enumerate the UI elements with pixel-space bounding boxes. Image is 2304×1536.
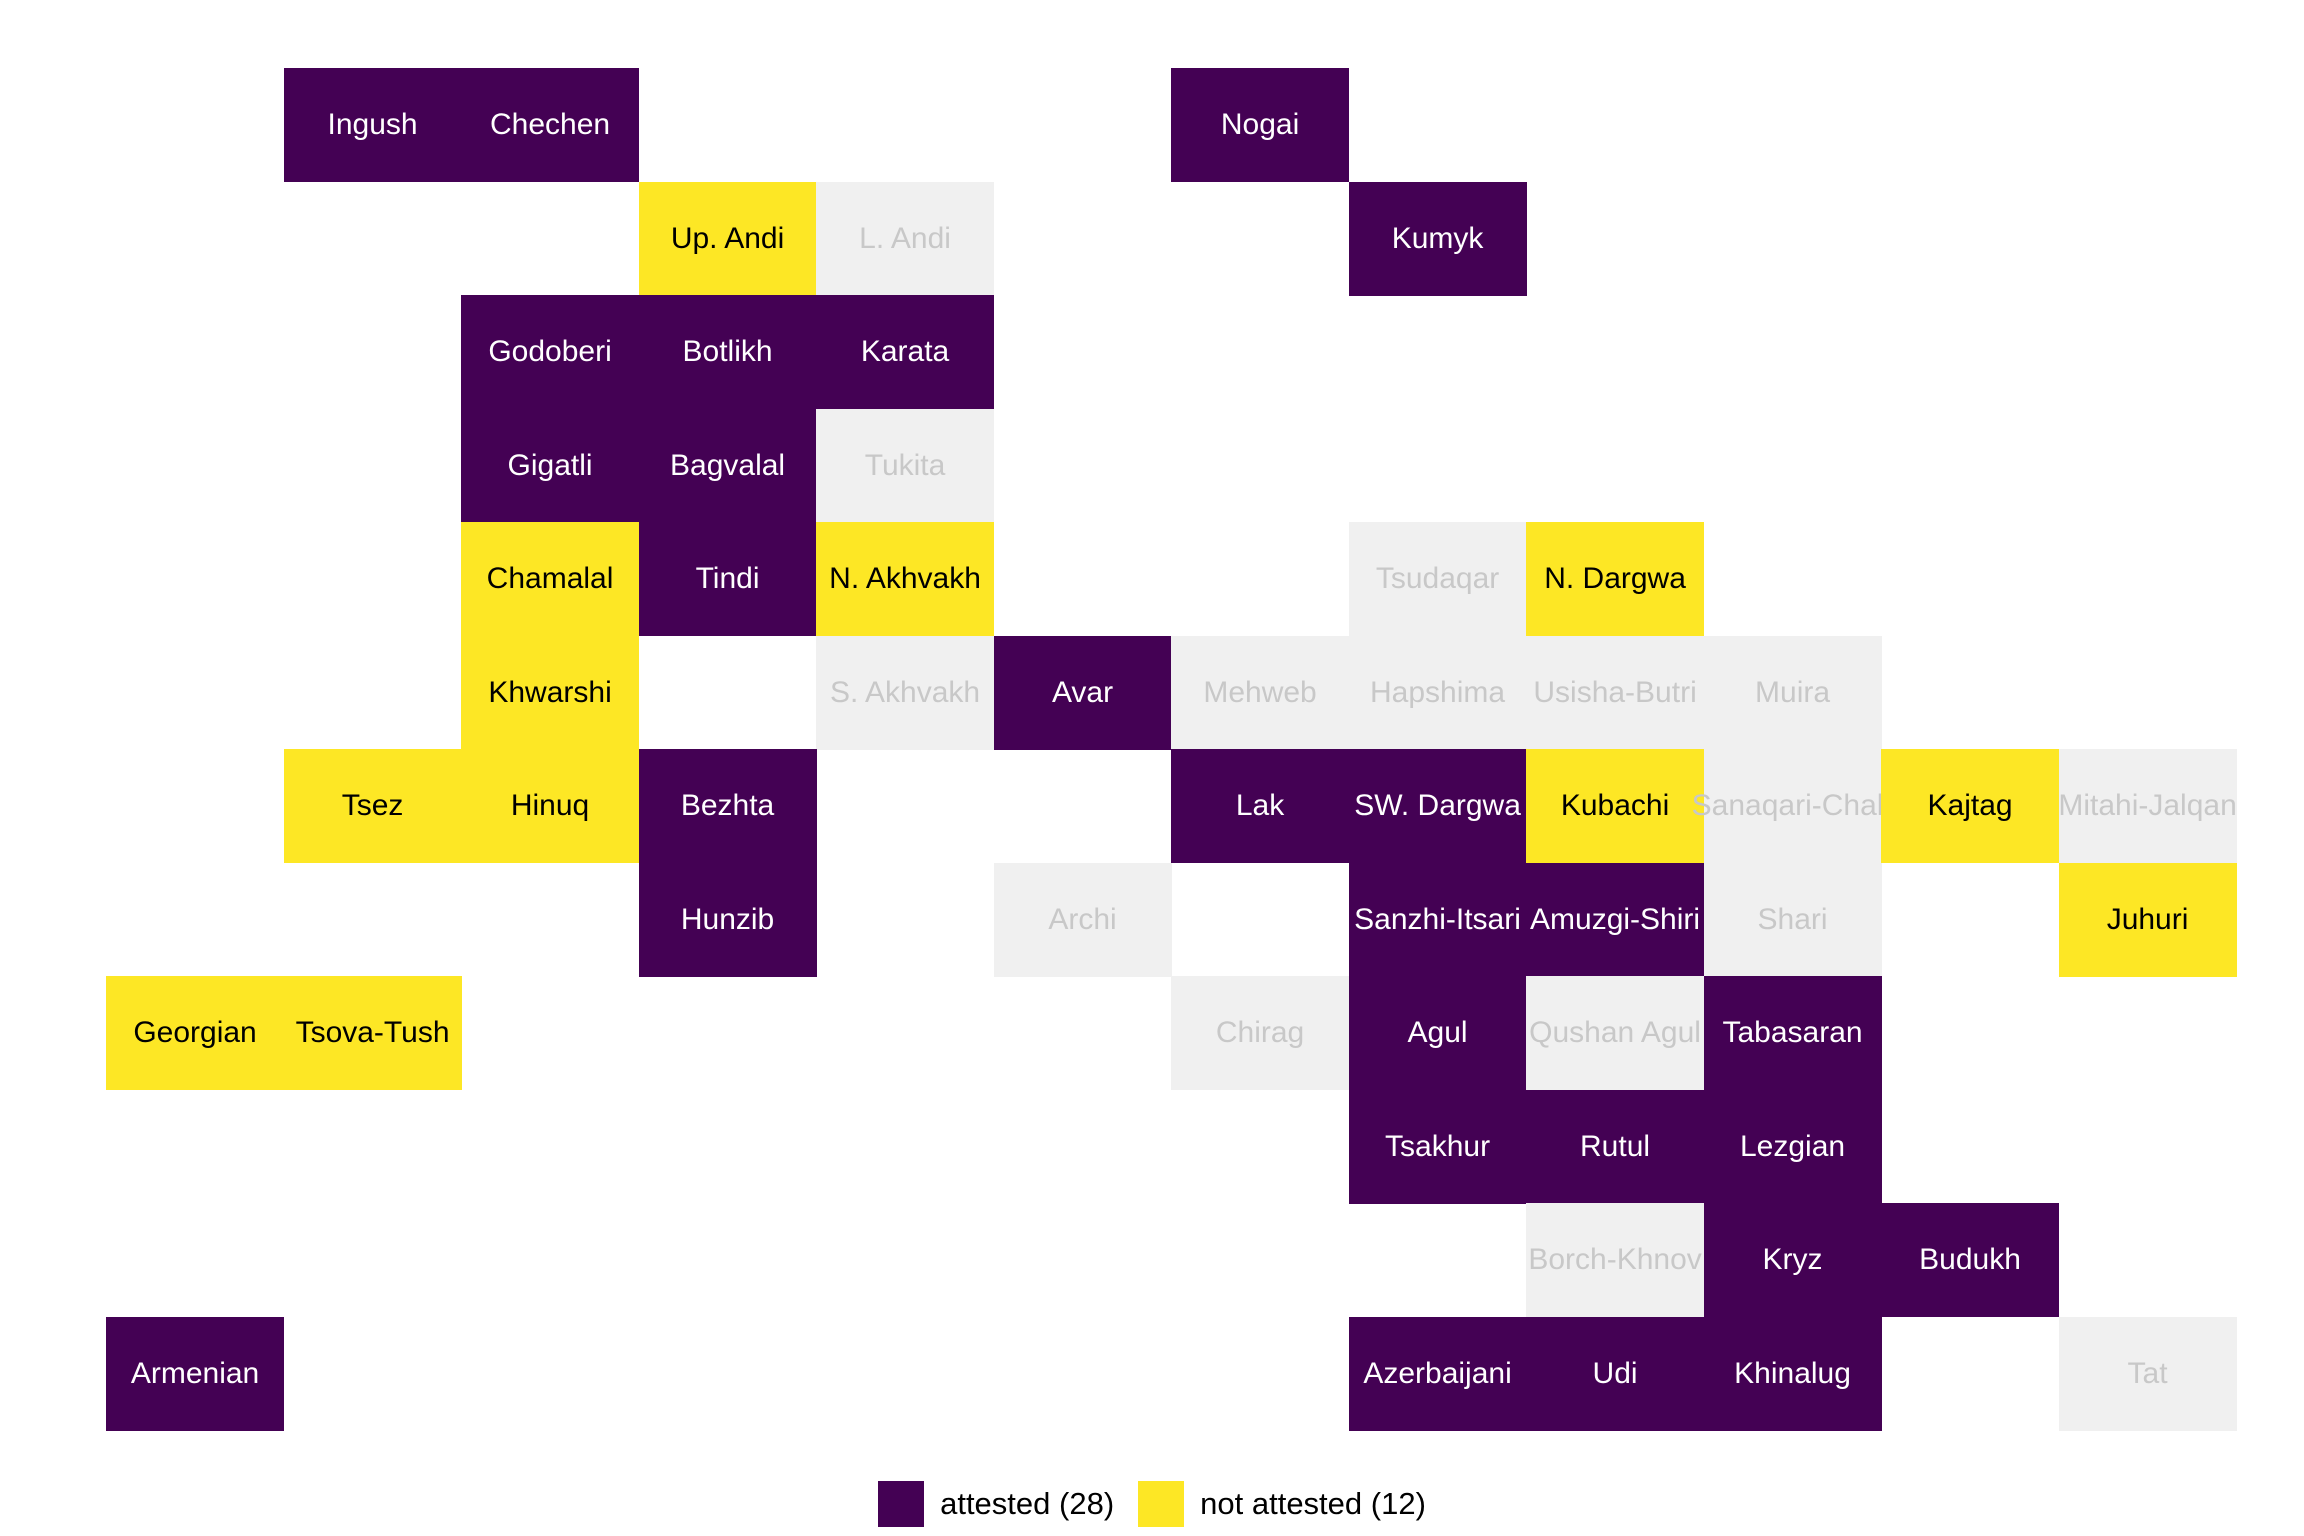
tile-chechen: Chechen	[461, 68, 640, 183]
legend-item-attested: attested (28)	[878, 1481, 1114, 1527]
tile-tukita: Tukita	[816, 408, 995, 523]
tile-ingush: Ingush	[283, 68, 462, 183]
tile-mitahi-jalqan: Mitahi-Jalqan	[2058, 749, 2237, 864]
tile-hunzib: Hunzib	[638, 862, 817, 977]
tile-amuzgi-shiri: Amuzgi-Shiri	[1526, 862, 1705, 977]
tile-khinalug: Khinalug	[1703, 1316, 1882, 1431]
tile-kubachi: Kubachi	[1526, 749, 1705, 864]
tile-kryz: Kryz	[1703, 1203, 1882, 1318]
tile-tat: Tat	[2058, 1316, 2237, 1431]
tile-nogai: Nogai	[1171, 68, 1350, 183]
tile-qushan-agul: Qushan Agul	[1526, 976, 1705, 1091]
tile-tsova-tush: Tsova-Tush	[283, 976, 462, 1091]
legend-swatch-not-attested	[1138, 1481, 1185, 1527]
tile-tsudaqar: Tsudaqar	[1348, 522, 1527, 637]
legend-label-attested: attested (28)	[940, 1486, 1115, 1521]
tile-bagvalal: Bagvalal	[638, 408, 817, 523]
tile-lak: Lak	[1171, 749, 1350, 864]
tile-muira: Muira	[1703, 635, 1882, 750]
tile-mehweb: Mehweb	[1171, 635, 1350, 750]
tile-chamalal: Chamalal	[461, 522, 640, 637]
tile-godoberi: Godoberi	[461, 295, 640, 410]
tile-udi: Udi	[1526, 1316, 1705, 1431]
tile-chirag: Chirag	[1171, 976, 1350, 1091]
tile-avar: Avar	[993, 635, 1172, 750]
tile-hapshima: Hapshima	[1348, 635, 1527, 750]
legend-swatch-attested	[878, 1481, 925, 1527]
tile-n-akhvakh: N. Akhvakh	[816, 522, 995, 637]
tile-l-andi: L. Andi	[816, 181, 995, 296]
tile-hinuq: Hinuq	[461, 749, 640, 864]
tile-bezhta: Bezhta	[638, 749, 817, 864]
tile-tsakhur: Tsakhur	[1348, 1089, 1527, 1204]
legend: attested (28) not attested (12)	[0, 1478, 2304, 1530]
tile-rutul: Rutul	[1526, 1089, 1705, 1204]
tile-karata: Karata	[816, 295, 995, 410]
legend-label-not-attested: not attested (12)	[1200, 1486, 1426, 1521]
tile-borch-khnov: Borch-Khnov	[1526, 1203, 1705, 1318]
tile-agul: Agul	[1348, 976, 1527, 1091]
tile-botlikh: Botlikh	[638, 295, 817, 410]
tile-shari: Shari	[1703, 862, 1882, 977]
tile-armenian: Armenian	[106, 1316, 285, 1431]
tile-tsez: Tsez	[283, 749, 462, 864]
tile-sw-dargwa: SW. Dargwa	[1348, 749, 1527, 864]
tile-lezgian: Lezgian	[1703, 1089, 1882, 1204]
tile-budukh: Budukh	[1881, 1203, 2060, 1318]
tile-azerbaijani: Azerbaijani	[1348, 1316, 1527, 1431]
tile-georgian: Georgian	[106, 976, 285, 1091]
tile-archi: Archi	[993, 862, 1172, 977]
tile-up-andi: Up. Andi	[638, 181, 817, 296]
legend-item-not-attested: not attested (12)	[1138, 1481, 1426, 1527]
tile-kajtag: Kajtag	[1881, 749, 2060, 864]
tile-khwarshi: Khwarshi	[461, 635, 640, 750]
tile-usisha-butri: Usisha-Butri	[1526, 635, 1705, 750]
tile-sanzhi-itsari: Sanzhi-Itsari	[1348, 862, 1527, 977]
tile-tabasaran: Tabasaran	[1703, 976, 1882, 1091]
tile-s-akhvakh: S. Akhvakh	[816, 635, 995, 750]
tile-juhuri: Juhuri	[2058, 862, 2237, 977]
tile-gigatli: Gigatli	[461, 408, 640, 523]
tile-tindi: Tindi	[638, 522, 817, 637]
tile-n-dargwa: N. Dargwa	[1526, 522, 1705, 637]
tile-kumyk: Kumyk	[1348, 181, 1527, 296]
tile-sanaqari-chah: Sanaqari-Chah	[1692, 749, 1893, 864]
